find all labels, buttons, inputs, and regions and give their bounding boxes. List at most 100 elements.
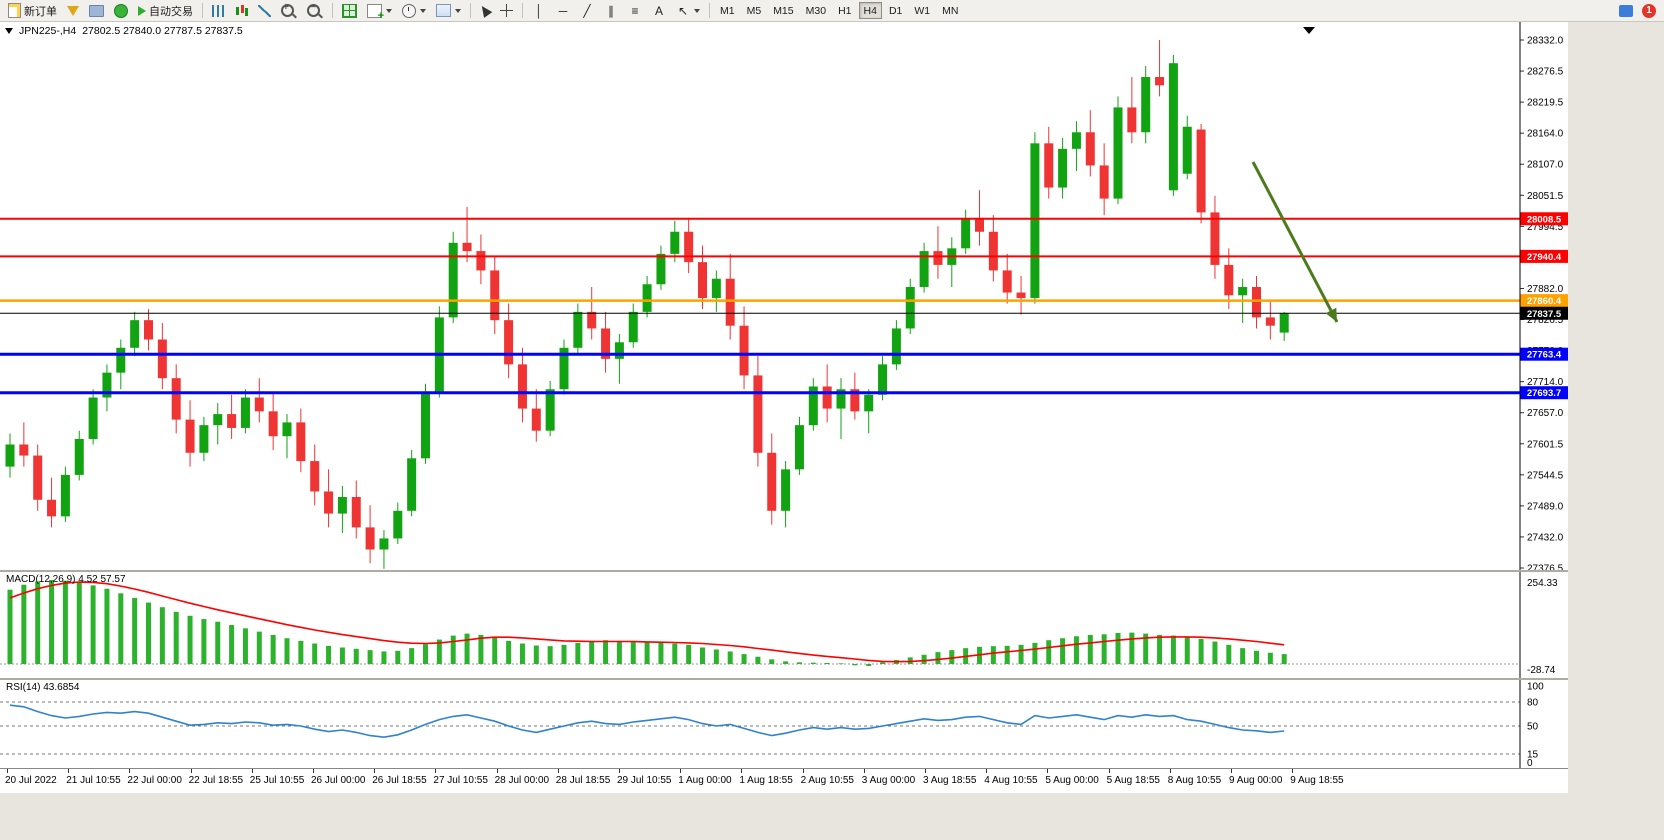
svg-text:27994.5: 27994.5 xyxy=(1527,222,1564,233)
timeframe-button-m15[interactable]: M15 xyxy=(768,2,798,19)
time-label: 27 Jul 10:55 xyxy=(433,775,488,786)
macd-label: MACD(12,26,9) 4.52 57.57 xyxy=(6,574,126,585)
macd-chart[interactable]: 254.33 -28.74 xyxy=(0,572,1568,678)
time-label: 21 Jul 10:55 xyxy=(66,775,121,786)
rsi-panel[interactable]: 100 80 50 15 0 RSI(14) 43.6854 xyxy=(0,680,1568,768)
bar-chart-icon xyxy=(212,4,225,17)
time-label: 22 Jul 18:55 xyxy=(188,775,244,786)
svg-text:27763.4: 27763.4 xyxy=(1527,350,1562,361)
panel-splitter[interactable] xyxy=(0,570,1568,572)
time-label: 9 Aug 18:55 xyxy=(1290,775,1344,786)
template-icon xyxy=(436,4,451,17)
clock-icon xyxy=(402,3,416,18)
channel-button[interactable]: ∥ xyxy=(600,1,622,20)
auto-trading-button[interactable]: 自动交易 xyxy=(134,1,197,20)
svg-text:27826.5: 27826.5 xyxy=(1527,315,1564,326)
data-window-button[interactable] xyxy=(85,1,108,20)
time-label: 4 Aug 10:55 xyxy=(984,775,1038,786)
chevron-down-icon xyxy=(694,8,700,13)
horizontal-lines[interactable]: 28008.5 27940.4 27860.4 27763.4 27693.7 xyxy=(0,212,1568,400)
horizontal-line-icon: ─ xyxy=(558,3,568,18)
macd-signal-line xyxy=(9,581,1285,663)
market-watch-button[interactable] xyxy=(63,1,83,20)
candlestick-icon xyxy=(235,4,248,17)
time-label: 1 Aug 18:55 xyxy=(739,775,793,786)
macd-panel[interactable]: 254.33 -28.74 MACD(12,26,9) 4.52 57.57 xyxy=(0,572,1568,678)
macd-histogram xyxy=(7,580,1287,666)
zoom-in-icon xyxy=(281,2,294,17)
play-icon xyxy=(138,5,146,16)
chat-button[interactable] xyxy=(1615,1,1637,20)
svg-text:28051.5: 28051.5 xyxy=(1527,191,1564,202)
cursor-button[interactable] xyxy=(476,1,494,20)
channel-icon: ∥ xyxy=(608,3,614,18)
trendline-button[interactable]: ╱ xyxy=(576,1,598,20)
svg-text:27544.5: 27544.5 xyxy=(1527,470,1564,481)
tile-windows-icon xyxy=(342,3,357,18)
time-tick xyxy=(7,769,8,773)
new-order-button[interactable]: 新订单 xyxy=(4,1,61,20)
ohlc-label: 27802.5 27840.0 27787.5 27837.5 xyxy=(82,25,243,37)
zoom-in-button[interactable] xyxy=(277,1,301,20)
svg-text:27376.5: 27376.5 xyxy=(1527,564,1564,571)
line-chart-button[interactable] xyxy=(254,1,275,20)
svg-text:27837.5: 27837.5 xyxy=(1527,309,1562,320)
notification-badge[interactable]: 1 xyxy=(1642,3,1656,18)
time-tick xyxy=(129,769,131,773)
fibonacci-button[interactable]: ≡ xyxy=(624,1,646,20)
time-tick xyxy=(374,769,376,773)
svg-text:28107.0: 28107.0 xyxy=(1527,160,1564,171)
timeframe-button-h4[interactable]: H4 xyxy=(858,2,882,19)
rsi-label: RSI(14) 43.6854 xyxy=(6,682,80,693)
timeframe-button-mn[interactable]: MN xyxy=(937,2,963,19)
indicators-button[interactable] xyxy=(363,1,396,22)
horizontal-line-button[interactable]: ─ xyxy=(552,1,574,20)
tile-windows-button[interactable] xyxy=(338,1,361,20)
toolbar-separator xyxy=(709,3,710,18)
collapse-triangle-icon xyxy=(5,28,13,34)
navigator-button[interactable] xyxy=(110,1,132,20)
svg-text:28276.5: 28276.5 xyxy=(1527,67,1564,78)
time-axis: 20 Jul 2022 21 Jul 10:55 22 Jul 00:00 22 Ju… xyxy=(0,768,1568,793)
data-window-icon xyxy=(89,4,104,17)
time-label: 8 Aug 10:55 xyxy=(1167,775,1222,786)
time-label: 26 Jul 00:00 xyxy=(311,775,366,786)
zoom-out-button[interactable] xyxy=(303,1,327,20)
templates-button[interactable] xyxy=(432,1,465,20)
panel-splitter[interactable] xyxy=(0,678,1568,680)
rsi-line xyxy=(9,704,1285,739)
timeframe-button-h1[interactable]: H1 xyxy=(833,2,856,19)
chevron-down-icon xyxy=(420,8,426,13)
candlestick-chart-button[interactable] xyxy=(231,1,252,20)
time-label: 28 Jul 18:55 xyxy=(555,775,611,786)
time-label: 3 Aug 18:55 xyxy=(923,775,977,786)
price-chart[interactable]: 28332.0 28276.5 28219.5 28164.0 28107.0 28051… xyxy=(0,22,1568,570)
arrows-tool-button[interactable]: ↖ xyxy=(672,1,704,20)
timeframe-button-w1[interactable]: W1 xyxy=(909,2,935,19)
time-tick xyxy=(925,769,926,773)
vertical-line-button[interactable]: │ xyxy=(528,1,550,20)
time-tick xyxy=(251,769,253,773)
time-tick xyxy=(619,769,620,773)
arrow-tool-icon: ↖ xyxy=(677,3,689,18)
time-tick xyxy=(68,769,70,773)
vertical-line-icon: │ xyxy=(535,3,543,18)
svg-text:27657.0: 27657.0 xyxy=(1527,408,1564,419)
text-tool-button[interactable]: A xyxy=(648,1,670,20)
price-chart-panel[interactable]: 28332.0 28276.5 28219.5 28164.0 28107.0 28051… xyxy=(0,22,1568,570)
chat-icon xyxy=(1619,4,1633,17)
cursor-icon xyxy=(477,3,493,18)
timeframe-button-m1[interactable]: M1 xyxy=(715,2,740,19)
trend-arrow[interactable] xyxy=(1251,161,1339,323)
svg-text:100: 100 xyxy=(1527,682,1544,693)
svg-text:27860.4: 27860.4 xyxy=(1527,296,1562,307)
timeframe-button-m30[interactable]: M30 xyxy=(801,2,831,19)
periods-button[interactable] xyxy=(398,1,430,20)
candles xyxy=(5,40,1289,569)
chart-title: JPN225-,H4 27802.5 27840.0 27787.5 27837… xyxy=(5,25,243,37)
rsi-chart[interactable]: 100 80 50 150 xyxy=(0,680,1568,768)
timeframe-button-d1[interactable]: D1 xyxy=(884,2,907,19)
crosshair-button[interactable] xyxy=(496,1,517,20)
bar-chart-button[interactable] xyxy=(208,1,229,20)
timeframe-button-m5[interactable]: M5 xyxy=(742,2,767,19)
